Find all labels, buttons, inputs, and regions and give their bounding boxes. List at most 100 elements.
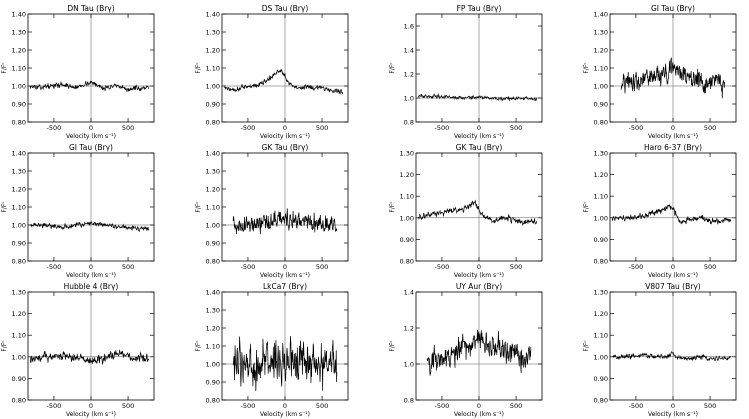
y-axis-label: F/Fᶜ [1, 340, 8, 351]
x-tick-label: 0 [283, 263, 287, 271]
x-axis-label: Velocity (km s⁻¹) [454, 133, 504, 140]
x-tick-label: 500 [122, 124, 134, 132]
y-tick-label: 0.90 [12, 240, 26, 248]
y-tick-label: 0.80 [594, 119, 608, 127]
y-tick-label: 1.20 [12, 310, 26, 318]
x-tick-label: 0 [283, 124, 287, 132]
x-axis-label: Velocity (km s⁻¹) [260, 411, 310, 418]
y-axis-label: F/Fᶜ [1, 62, 8, 73]
y-tick-label: 1.0 [404, 361, 414, 369]
x-tick-label: 500 [316, 124, 328, 132]
y-axis-label: F/Fᶜ [1, 201, 8, 212]
spectrum-panel: GK Tau (Brγ) 0.80 0.90 1.00 1.10 1.20 1.30 1.40… [195, 143, 349, 279]
x-tick-label: 0 [477, 402, 481, 410]
spectrum-line [223, 68, 344, 95]
x-axis-label: Velocity (km s⁻¹) [260, 272, 310, 279]
y-axis-label: F/Fᶜ [583, 62, 590, 73]
y-tick-label: 0.80 [594, 258, 608, 266]
y-tick-label: 1.10 [12, 204, 26, 212]
panel-title: DS Tau (Brγ) [262, 4, 309, 13]
x-tick-label: 0 [671, 263, 675, 271]
y-tick-label: 0.90 [594, 101, 608, 109]
x-axis-label: Velocity (km s⁻¹) [66, 133, 116, 140]
y-axis-label: F/Fᶜ [583, 201, 590, 212]
spectrum-line [620, 57, 726, 99]
panel-title: Hubble 4 (Brγ) [64, 282, 119, 291]
y-tick-label: 1.2 [404, 325, 414, 333]
y-tick-label: 0.80 [12, 258, 26, 266]
y-tick-label: 1.40 [594, 11, 608, 19]
y-tick-label: 1.30 [206, 307, 220, 315]
spectrum-line [29, 80, 149, 92]
y-tick-label: 1.20 [594, 171, 608, 179]
x-axis-label: Velocity (km s⁻¹) [648, 411, 698, 418]
panel-title: DN Tau (Brγ) [67, 4, 114, 13]
x-tick-label: 500 [704, 263, 716, 271]
y-tick-label: 0.80 [12, 397, 26, 405]
y-axis-label: F/Fᶜ [389, 201, 396, 212]
panel-title: GK Tau (Brγ) [456, 143, 503, 152]
spectrum-panel: UY Aur (Brγ) 0.8 1.0 1.2 1.4 -500 0 500 Velocity… [389, 282, 543, 418]
y-tick-label: 1.10 [400, 193, 414, 201]
y-tick-label: 0.90 [12, 375, 26, 383]
y-tick-label: 1.10 [594, 65, 608, 73]
y-tick-label: 1.4 [404, 47, 414, 55]
panel-title: GI Tau (Brγ) [69, 143, 113, 152]
y-tick-label: 1.20 [206, 47, 220, 55]
y-tick-label: 1.6 [404, 23, 414, 31]
y-tick-label: 1.10 [206, 343, 220, 351]
y-tick-label: 1.20 [12, 186, 26, 194]
y-tick-label: 1.40 [12, 150, 26, 158]
y-tick-label: 1.00 [594, 214, 608, 222]
y-tick-label: 1.00 [12, 222, 26, 230]
spectrum-panel: DS Tau (Brγ) 0.80 0.90 1.00 1.10 1.20 1.30 1.40… [195, 4, 349, 140]
spectrum-line [418, 199, 538, 227]
y-tick-label: 0.90 [206, 379, 220, 387]
y-tick-label: 1.30 [594, 150, 608, 158]
y-tick-label: 0.90 [594, 375, 608, 383]
x-tick-label: -500 [629, 402, 644, 410]
y-axis-label: F/Fᶜ [195, 62, 202, 73]
x-tick-label: 0 [671, 124, 675, 132]
spectrum-line [417, 92, 538, 102]
x-tick-label: -500 [629, 124, 644, 132]
y-tick-label: 0.80 [400, 258, 414, 266]
x-tick-label: -500 [241, 124, 256, 132]
x-tick-label: -500 [241, 402, 256, 410]
y-axis-label: F/Fᶜ [583, 340, 590, 351]
y-tick-label: 0.80 [12, 119, 26, 127]
x-tick-label: 0 [477, 263, 481, 271]
spectrum-line [611, 203, 732, 225]
y-tick-label: 0.8 [404, 119, 414, 127]
x-axis-label: Velocity (km s⁻¹) [648, 133, 698, 140]
spectrum-panel: LkCa7 (Brγ) 0.80 0.90 1.00 1.10 1.20 1.30 1.40 -… [195, 282, 349, 418]
x-tick-label: 500 [316, 263, 328, 271]
x-tick-label: 0 [89, 402, 93, 410]
y-tick-label: 0.8 [404, 397, 414, 405]
y-axis-label: F/Fᶜ [195, 340, 202, 351]
x-tick-label: 500 [510, 402, 522, 410]
y-tick-label: 1.40 [206, 289, 220, 297]
x-tick-label: -500 [47, 263, 62, 271]
x-tick-label: 500 [510, 263, 522, 271]
y-tick-label: 1.00 [206, 361, 220, 369]
y-tick-label: 0.80 [206, 258, 220, 266]
x-tick-label: 0 [477, 124, 481, 132]
y-tick-label: 0.90 [206, 101, 220, 109]
x-tick-label: -500 [629, 263, 644, 271]
y-tick-label: 1.20 [12, 47, 26, 55]
y-tick-label: 0.80 [206, 119, 220, 127]
y-tick-label: 1.30 [594, 29, 608, 37]
y-tick-label: 1.40 [12, 11, 26, 19]
y-tick-label: 0.90 [206, 240, 220, 248]
spectrum-line [612, 351, 731, 362]
x-tick-label: 500 [122, 263, 134, 271]
y-tick-label: 0.80 [594, 397, 608, 405]
spectrum-panel: GI Tau (Brγ) 0.80 0.90 1.00 1.10 1.20 1.30 1.40… [1, 143, 155, 279]
y-tick-label: 1.30 [12, 29, 26, 37]
y-tick-label: 1.20 [206, 186, 220, 194]
y-tick-label: 1.20 [206, 325, 220, 333]
spectrum-line [29, 349, 150, 365]
y-tick-label: 0.90 [12, 101, 26, 109]
